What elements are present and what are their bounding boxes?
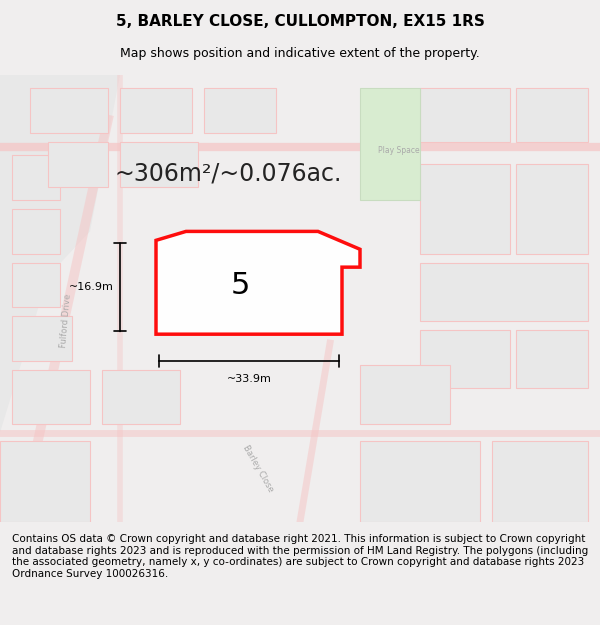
Text: ~16.9m: ~16.9m <box>69 282 114 292</box>
Text: ~33.9m: ~33.9m <box>227 374 271 384</box>
Text: Fulford Drive: Fulford Drive <box>59 293 73 348</box>
Polygon shape <box>12 316 72 361</box>
Polygon shape <box>156 231 360 334</box>
Polygon shape <box>0 441 90 522</box>
Polygon shape <box>12 156 60 200</box>
Polygon shape <box>420 164 510 254</box>
Text: 5: 5 <box>230 271 250 299</box>
Polygon shape <box>48 142 108 187</box>
Text: Contains OS data © Crown copyright and database right 2021. This information is : Contains OS data © Crown copyright and d… <box>12 534 588 579</box>
Polygon shape <box>516 164 588 254</box>
Polygon shape <box>102 370 180 424</box>
Polygon shape <box>12 370 90 424</box>
Polygon shape <box>30 88 108 133</box>
Polygon shape <box>360 441 480 522</box>
Polygon shape <box>12 209 60 254</box>
Polygon shape <box>492 441 588 522</box>
Text: ~306m²/~0.076ac.: ~306m²/~0.076ac. <box>115 161 341 185</box>
Text: 5, BARLEY CLOSE, CULLOMPTON, EX15 1RS: 5, BARLEY CLOSE, CULLOMPTON, EX15 1RS <box>116 14 484 29</box>
Polygon shape <box>516 330 588 388</box>
Polygon shape <box>0 75 120 432</box>
Polygon shape <box>120 142 198 187</box>
Polygon shape <box>420 88 510 142</box>
Text: Barley Close: Barley Close <box>241 443 275 493</box>
Polygon shape <box>360 366 450 424</box>
Polygon shape <box>516 88 588 142</box>
Text: Play Space: Play Space <box>378 146 419 156</box>
Polygon shape <box>120 88 192 133</box>
Polygon shape <box>420 262 588 321</box>
Text: Map shows position and indicative extent of the property.: Map shows position and indicative extent… <box>120 48 480 61</box>
Polygon shape <box>204 88 276 133</box>
Polygon shape <box>420 330 510 388</box>
Polygon shape <box>12 262 60 308</box>
Polygon shape <box>360 88 420 200</box>
